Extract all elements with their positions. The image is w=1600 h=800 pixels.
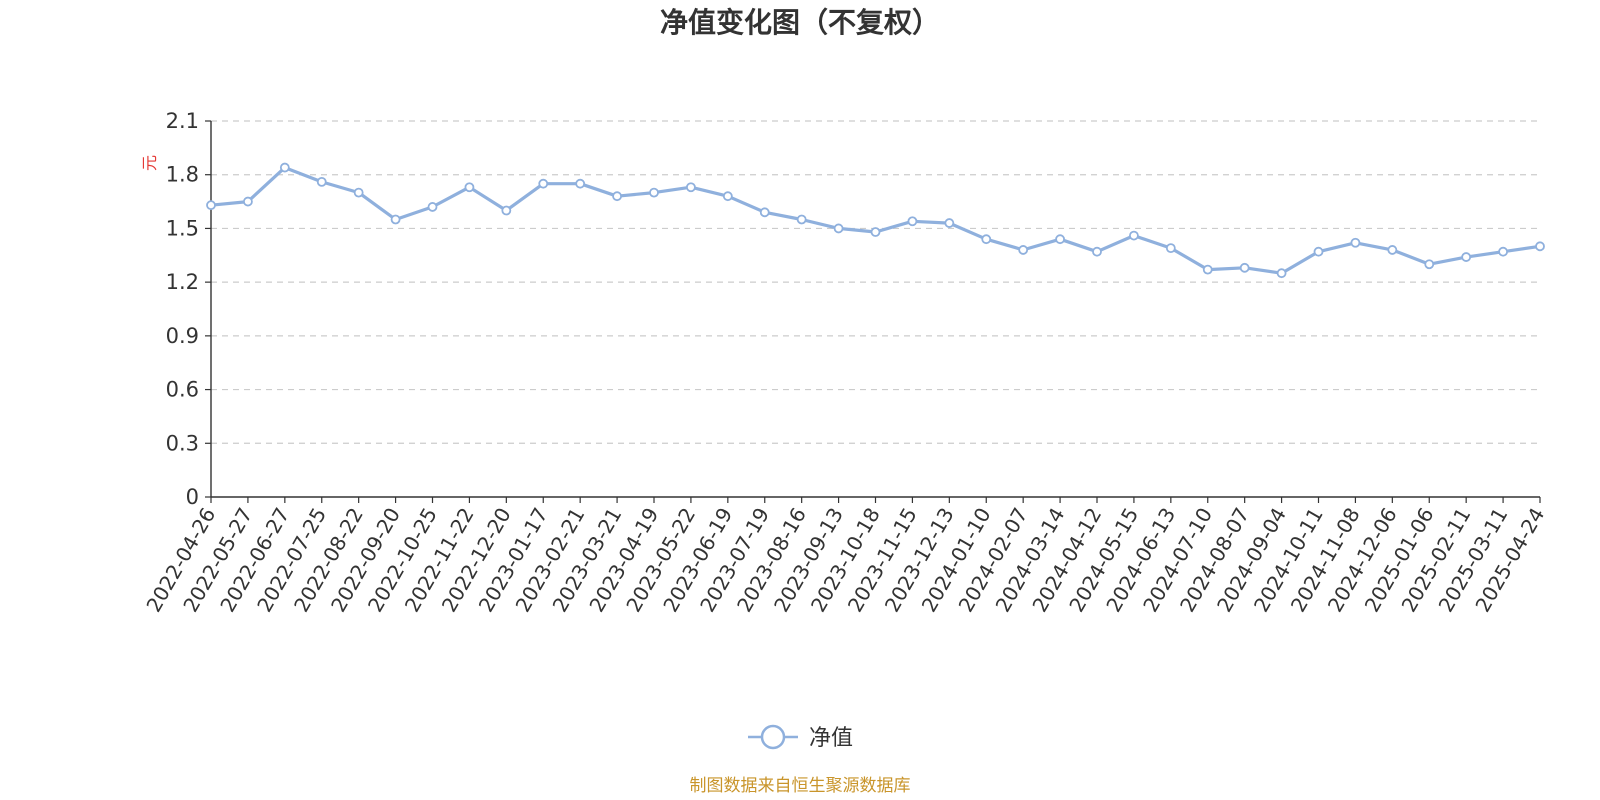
data-point[interactable]: [575, 178, 586, 189]
data-point[interactable]: [1276, 268, 1287, 279]
data-point[interactable]: [612, 191, 622, 202]
y-tick-label: 1.2: [166, 270, 199, 294]
data-point[interactable]: [1498, 246, 1508, 257]
y-tick-label: 2.1: [166, 109, 199, 133]
data-point[interactable]: [1350, 237, 1361, 248]
data-point[interactable]: [1165, 243, 1176, 254]
x-axis: 2022-04-262022-05-272022-06-272022-07-25…: [141, 496, 1549, 616]
data-point[interactable]: [981, 234, 992, 245]
y-tick-label: 1.5: [166, 216, 199, 240]
data-point[interactable]: [1424, 259, 1435, 270]
data-point[interactable]: [1092, 246, 1102, 257]
data-point[interactable]: [390, 214, 401, 225]
data-point[interactable]: [501, 205, 512, 216]
data-point[interactable]: [870, 227, 881, 237]
data-point[interactable]: [538, 178, 549, 189]
data-point[interactable]: [907, 216, 918, 227]
chart-title: 净值变化图（不复权）: [660, 6, 940, 39]
y-axis: 0 0.3 0.6 0.9 1.2 1.5 1.8 2.1: [166, 109, 212, 509]
y-tick-label: 0: [186, 485, 199, 509]
series-line-nav: [209, 166, 1542, 275]
series-layer: [206, 162, 1545, 279]
y-tick-label: 1.8: [166, 163, 199, 187]
legend-circle-icon: [760, 724, 786, 750]
data-point[interactable]: [722, 191, 733, 202]
y-tick-label: 0.6: [166, 378, 199, 402]
data-point[interactable]: [1202, 264, 1213, 275]
data-point[interactable]: [279, 162, 290, 173]
data-point[interactable]: [759, 207, 770, 218]
legend-label: 净值: [809, 726, 853, 751]
source-note: 制图数据来自恒生聚源数据库: [690, 776, 911, 796]
data-point[interactable]: [243, 196, 253, 207]
data-point[interactable]: [686, 182, 696, 193]
data-point[interactable]: [1313, 246, 1324, 257]
y-tick-label: 0.9: [166, 324, 199, 348]
data-point[interactable]: [427, 202, 438, 212]
data-point[interactable]: [1129, 230, 1139, 241]
data-point[interactable]: [1461, 252, 1472, 262]
data-point[interactable]: [1387, 245, 1398, 255]
data-point[interactable]: [1239, 262, 1250, 273]
y-axis-unit-label: 元: [140, 155, 159, 171]
data-point[interactable]: [316, 176, 327, 187]
legend[interactable]: 净值: [748, 724, 853, 751]
data-point[interactable]: [796, 214, 807, 225]
data-point[interactable]: [1535, 241, 1545, 252]
data-point[interactable]: [649, 187, 659, 198]
data-point[interactable]: [944, 218, 955, 228]
grid-lines: [211, 120, 1540, 444]
data-point[interactable]: [1018, 245, 1029, 255]
data-point[interactable]: [353, 187, 364, 198]
data-point[interactable]: [464, 182, 475, 193]
data-point[interactable]: [833, 223, 844, 234]
data-point[interactable]: [206, 200, 216, 211]
data-point[interactable]: [1055, 234, 1065, 245]
y-tick-label: 0.3: [166, 431, 199, 455]
